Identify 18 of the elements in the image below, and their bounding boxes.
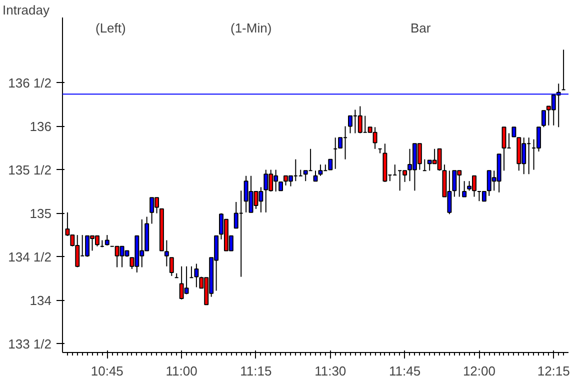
x-tick-label: 12:00: [462, 364, 496, 378]
y-tick-label: 134 1/2: [8, 249, 52, 264]
y-tick-label: 134: [30, 292, 52, 308]
x-tick-label: 11:00: [166, 364, 198, 378]
x-tick-label: 10:45: [90, 364, 124, 378]
chart-title: Intraday: [2, 2, 50, 18]
annotation: (1-Min): [230, 20, 272, 36]
y-tick-label: 136 1/2: [8, 75, 52, 90]
x-tick-label: 11:15: [240, 364, 272, 378]
annotation: (Left): [96, 20, 126, 36]
x-tick-label: 11:45: [389, 364, 421, 378]
y-tick-label: 133 1/2: [8, 336, 52, 352]
x-tick-label: 12:15: [537, 364, 570, 378]
y-tick-label: 136: [30, 118, 52, 134]
x-tick-label: 11:30: [314, 364, 346, 378]
y-tick-label: 135 1/2: [8, 162, 52, 178]
annotation: Bar: [410, 20, 432, 36]
y-tick-label: 135: [30, 206, 52, 221]
